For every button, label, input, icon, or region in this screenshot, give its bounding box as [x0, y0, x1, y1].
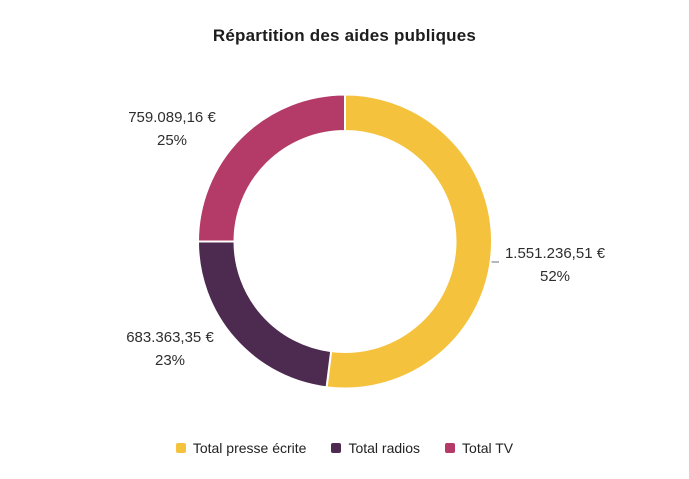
legend-label-total-tv: Total TV	[462, 440, 514, 456]
legend-item-total-radios[interactable]: Total radios	[331, 440, 420, 456]
slice-label-total-tv-amount: 759.089,16 €	[128, 109, 216, 126]
slice-label-total-presse-ecrite: 1.551.236,51 € 52%	[470, 242, 640, 288]
slice-label-total-presse-ecrite-amount: 1.551.236,51 €	[504, 245, 606, 262]
legend-label-total-presse-ecrite: Total presse écrite	[192, 440, 307, 456]
donut-slice-total-presse-ecrite[interactable]	[325, 93, 493, 390]
legend-label-total-radios: Total radios	[348, 440, 421, 456]
legend-swatch-total-tv	[445, 443, 456, 453]
slice-label-total-radios: 683.363,35 € 23%	[85, 326, 255, 372]
donut-slice-total-tv[interactable]	[197, 93, 346, 243]
slice-label-total-tv: 759.089,16 € 25%	[87, 106, 257, 152]
slice-label-total-tv-percent: 25%	[156, 132, 188, 149]
chart-legend: Total presse écrite Total radios Total T…	[0, 440, 689, 456]
chart-title: Répartition des aides publiques	[212, 26, 477, 45]
legend-swatch-total-radios	[331, 443, 342, 453]
legend-swatch-total-presse-ecrite	[175, 443, 186, 453]
slice-label-total-radios-percent: 23%	[154, 352, 186, 369]
slice-label-total-presse-ecrite-percent: 52%	[539, 268, 571, 285]
legend-item-total-tv[interactable]: Total TV	[445, 440, 513, 456]
slice-label-total-radios-amount: 683.363,35 €	[126, 329, 214, 346]
legend-item-total-presse-ecrite[interactable]: Total presse écrite	[175, 440, 307, 456]
